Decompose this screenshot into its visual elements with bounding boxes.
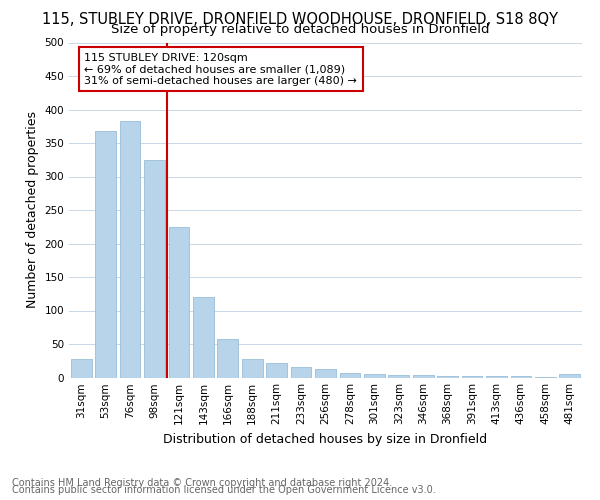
Bar (511, 376, 532, 378)
Bar (413, 376, 434, 378)
Text: Contains HM Land Registry data © Crown copyright and database right 2024.: Contains HM Land Registry data © Crown c… (12, 478, 392, 488)
Bar (290, 367, 311, 378)
Bar (169, 228, 190, 378)
Bar (486, 376, 507, 378)
Y-axis label: Number of detached properties: Number of detached properties (26, 112, 39, 308)
Text: 115, STUBLEY DRIVE, DRONFIELD WOODHOUSE, DRONFIELD, S18 8QY: 115, STUBLEY DRIVE, DRONFIELD WOODHOUSE,… (42, 12, 558, 28)
Bar (95, 131, 116, 378)
Bar (266, 364, 287, 378)
Bar (364, 374, 385, 378)
Bar (193, 297, 214, 378)
Text: Size of property relative to detached houses in Dronfield: Size of property relative to detached ho… (111, 22, 489, 36)
Bar (242, 358, 263, 378)
Bar (119, 121, 140, 378)
Bar (388, 375, 409, 378)
Bar (437, 376, 458, 378)
X-axis label: Distribution of detached houses by size in Dronfield: Distribution of detached houses by size … (163, 433, 488, 446)
Bar (340, 373, 361, 378)
Bar (559, 374, 580, 378)
Bar (144, 160, 165, 378)
Text: 115 STUBLEY DRIVE: 120sqm
← 69% of detached houses are smaller (1,089)
31% of se: 115 STUBLEY DRIVE: 120sqm ← 69% of detac… (85, 52, 357, 86)
Bar (71, 360, 92, 378)
Bar (535, 377, 556, 378)
Bar (461, 376, 482, 378)
Bar (315, 369, 336, 378)
Text: Contains public sector information licensed under the Open Government Licence v3: Contains public sector information licen… (12, 485, 436, 495)
Bar (217, 338, 238, 378)
